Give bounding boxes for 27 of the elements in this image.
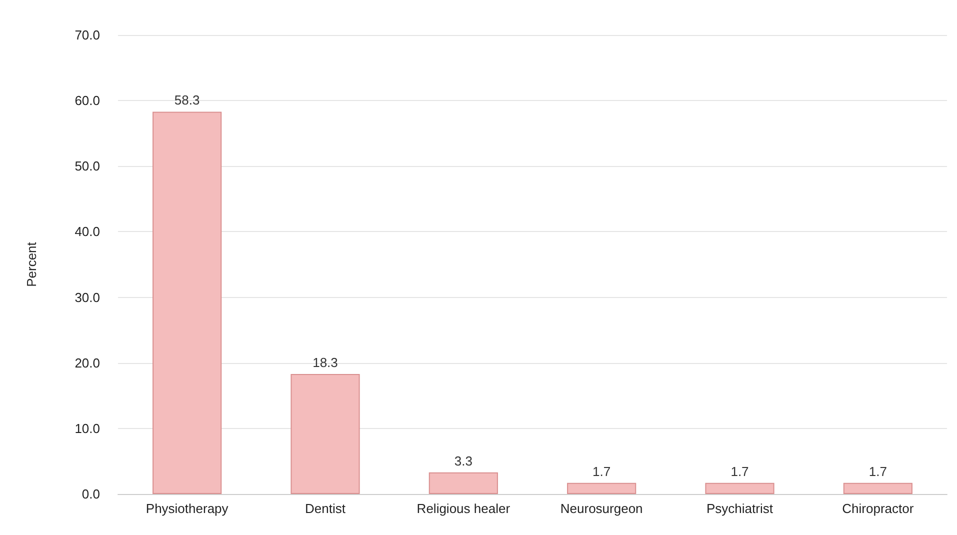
data-label: 1.7 bbox=[868, 464, 887, 479]
x-tick-label: Chiropractor bbox=[842, 501, 914, 516]
x-tick-label: Psychiatrist bbox=[706, 501, 774, 516]
x-tick-label: Dentist bbox=[305, 501, 346, 516]
data-label: 18.3 bbox=[312, 355, 338, 370]
data-label: 58.3 bbox=[174, 92, 200, 108]
y-tick-label: 10.0 bbox=[74, 420, 100, 436]
bar bbox=[567, 482, 636, 494]
bar bbox=[290, 374, 360, 494]
data-label: 3.3 bbox=[454, 453, 472, 468]
y-axis-title: Percent bbox=[24, 242, 39, 287]
y-tick-label: 50.0 bbox=[74, 158, 100, 174]
bar bbox=[152, 112, 222, 494]
x-tick-label: Physiotherapy bbox=[146, 501, 229, 516]
x-tick-label: Religious healer bbox=[416, 501, 511, 516]
y-tick-label: 40.0 bbox=[74, 224, 100, 240]
data-label: 1.7 bbox=[592, 464, 611, 479]
bar bbox=[705, 482, 774, 494]
bar bbox=[428, 472, 498, 494]
y-tick-label: 70.0 bbox=[74, 28, 100, 42]
bar bbox=[843, 482, 912, 494]
y-tick-label: 60.0 bbox=[74, 93, 100, 108]
y-tick-label: 0.0 bbox=[82, 486, 100, 502]
y-tick-label: 30.0 bbox=[74, 290, 100, 305]
y-tick-label: 20.0 bbox=[74, 355, 100, 370]
x-tick-label: Neurosurgeon bbox=[560, 501, 643, 516]
data-label: 1.7 bbox=[730, 464, 749, 479]
